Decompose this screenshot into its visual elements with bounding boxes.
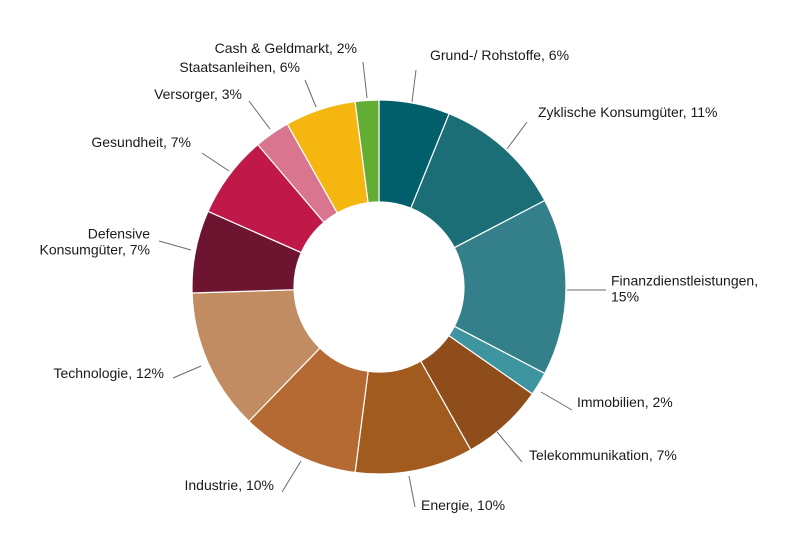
slice-label: Versorger, 3%: [154, 86, 242, 102]
leader-lines: [158, 61, 606, 508]
leader-line: [172, 365, 202, 379]
leader-line: [281, 460, 302, 493]
slice-label: Gesundheit, 7%: [91, 134, 191, 150]
chart-slices: [191, 99, 567, 475]
slice-labels: Grund-/ Rohstoffe, 6% Zyklische Konsumgüt…: [39, 40, 758, 513]
slice-label: Industrie, 10%: [185, 477, 275, 493]
slice-label: Grund-/ Rohstoffe, 6%: [430, 47, 569, 63]
slice-finanzdienstleistungen: [453, 199, 567, 375]
leader-line: [304, 79, 317, 108]
leader-line: [506, 121, 528, 150]
leader-line: [411, 69, 417, 103]
slice-label: Finanzdienstleistungen, 15%: [611, 273, 758, 305]
slice-label: Technologie, 12%: [53, 365, 164, 381]
leader-line: [201, 152, 230, 172]
leader-line: [540, 391, 573, 411]
slice-label: Energie, 10%: [421, 497, 505, 513]
leader-line: [362, 61, 368, 99]
leader-line: [248, 100, 271, 130]
slice-label: Immobilien, 2%: [577, 394, 673, 410]
leader-line: [158, 240, 192, 251]
slice-cash-geldmarkt: [354, 99, 380, 204]
slice-label: Cash & Geldmarkt, 2%: [215, 40, 357, 56]
slice-label: Telekommunikation, 7%: [529, 447, 677, 463]
slice-label: Zyklische Konsumgüter, 11%: [538, 104, 718, 120]
leader-line: [496, 431, 523, 463]
slice-label: Defensive Konsumgüter, 7%: [39, 226, 150, 258]
slice-label: Staatsanleihen, 6%: [179, 59, 300, 75]
leader-line: [408, 475, 416, 508]
